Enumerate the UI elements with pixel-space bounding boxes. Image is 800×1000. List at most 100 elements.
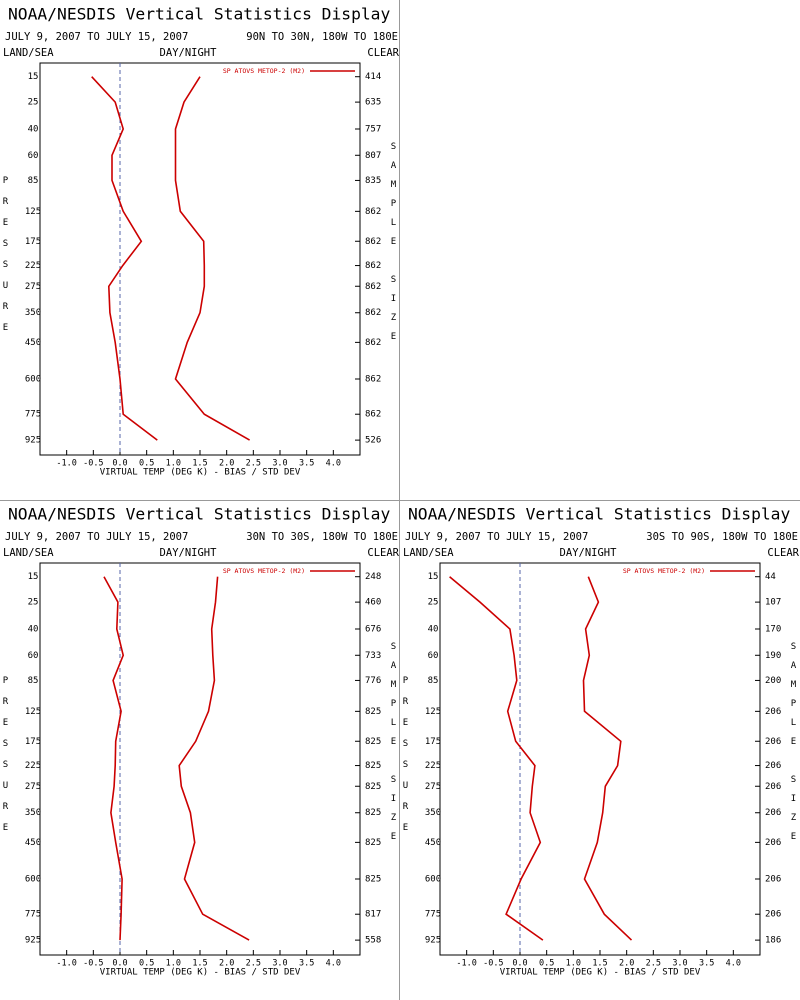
region: 30N TO 30S, 180W TO 180E xyxy=(246,531,398,543)
y-tick-label: 125 xyxy=(425,707,441,717)
sample-size: 825 xyxy=(365,707,381,717)
sample-size: 414 xyxy=(365,72,381,82)
profile-line xyxy=(582,576,633,941)
x-tick-label: 2.0 xyxy=(619,959,634,969)
land-sea: LAND/SEA xyxy=(3,547,54,559)
panel: NOAA/NESDIS Vertical Statistics Display J… xyxy=(1,5,400,478)
sample-size: 825 xyxy=(365,737,381,747)
x-tick-label: 3.5 xyxy=(699,959,714,969)
sample-size: 862 xyxy=(365,237,381,247)
sample-size: 825 xyxy=(365,838,381,848)
x-tick-label: 0.5 xyxy=(539,959,554,969)
land-sea: LAND/SEA xyxy=(403,547,454,559)
x-tick-label: 1.0 xyxy=(166,959,181,969)
x-tick-label: 2.0 xyxy=(219,459,234,469)
sample-size: 206 xyxy=(765,910,781,920)
x-tick-label: -0.5 xyxy=(83,959,103,969)
y2-axis-label: SAMPLE SIZE xyxy=(789,642,799,851)
x-tick-label: 4.0 xyxy=(326,959,341,969)
x-axis-label: VIRTUAL TEMP (DEG K) - BIAS / STD DEV xyxy=(100,968,301,978)
day-night: DAY/NIGHT xyxy=(560,547,618,559)
sample-size: 825 xyxy=(365,874,381,884)
y-tick-label: 85 xyxy=(428,676,439,686)
y-tick-label: 85 xyxy=(28,176,39,186)
y-axis-label: PRESSURE xyxy=(401,676,411,844)
x-tick-label: 1.0 xyxy=(166,459,181,469)
region: 30S TO 90S, 180W TO 180E xyxy=(646,531,798,543)
sample-size: 206 xyxy=(765,808,781,818)
sample-size: 825 xyxy=(365,808,381,818)
x-tick-label: 3.0 xyxy=(272,459,287,469)
y-tick-label: 225 xyxy=(25,261,41,271)
y-tick-label: 15 xyxy=(28,72,39,82)
sample-size: 206 xyxy=(765,782,781,792)
y-tick-label: 15 xyxy=(428,572,439,582)
sample-size: 190 xyxy=(765,651,781,661)
y-tick-label: 15 xyxy=(28,572,39,582)
y-tick-label: 175 xyxy=(425,737,441,747)
x-tick-label: 0.0 xyxy=(512,959,527,969)
region: 90N TO 30N, 180W TO 180E xyxy=(246,31,398,43)
chart-title: NOAA/NESDIS Vertical Statistics Display xyxy=(8,505,390,524)
y-tick-label: 925 xyxy=(425,936,441,946)
y-tick-label: 60 xyxy=(428,651,439,661)
sample-size: 776 xyxy=(365,676,381,686)
x-tick-label: 2.5 xyxy=(246,459,261,469)
profile-line xyxy=(174,76,250,441)
sample-size: 635 xyxy=(365,98,381,108)
y-tick-label: 25 xyxy=(28,598,39,608)
plot-frame xyxy=(39,562,361,956)
plot-frame xyxy=(439,562,761,956)
y-axis-label: PRESSURE xyxy=(1,676,11,844)
y-tick-label: 925 xyxy=(25,436,41,446)
y-tick-label: 85 xyxy=(28,676,39,686)
sample-size: 862 xyxy=(365,410,381,420)
sample-size: 186 xyxy=(765,936,781,946)
x-tick-label: 2.5 xyxy=(646,959,661,969)
sample-size: 862 xyxy=(365,338,381,348)
sample-size: 206 xyxy=(765,838,781,848)
x-tick-label: 0.5 xyxy=(139,959,154,969)
sample-size: 807 xyxy=(365,151,381,161)
y-tick-label: 350 xyxy=(25,808,41,818)
clear: CLEAR xyxy=(367,47,399,59)
clear: CLEAR xyxy=(367,547,399,559)
y-tick-label: 40 xyxy=(28,624,39,634)
x-tick-label: -0.5 xyxy=(483,959,503,969)
x-tick-label: 2.5 xyxy=(246,959,261,969)
sample-size: 206 xyxy=(765,737,781,747)
sample-size: 835 xyxy=(365,176,381,186)
sample-size: 460 xyxy=(365,598,381,608)
profile-line xyxy=(103,576,125,941)
x-tick-label: 1.5 xyxy=(192,959,207,969)
x-tick-label: -0.5 xyxy=(83,459,103,469)
chart-title: NOAA/NESDIS Vertical Statistics Display xyxy=(8,5,390,24)
x-tick-label: -1.0 xyxy=(56,959,76,969)
profile-line xyxy=(449,576,544,941)
y-tick-label: 275 xyxy=(25,782,41,792)
day-night: DAY/NIGHT xyxy=(160,547,218,559)
x-tick-label: 1.5 xyxy=(592,959,607,969)
sample-size: 862 xyxy=(365,207,381,217)
y-tick-label: 275 xyxy=(25,282,41,292)
sample-size: 862 xyxy=(365,308,381,318)
sample-size: 206 xyxy=(765,874,781,884)
y-tick-label: 600 xyxy=(25,874,41,884)
legend-label: SP ATOVS METOP-2 (M2) xyxy=(223,67,305,75)
x-tick-label: -1.0 xyxy=(56,459,76,469)
sample-size: 107 xyxy=(765,598,781,608)
sample-size: 200 xyxy=(765,676,781,686)
day-night: DAY/NIGHT xyxy=(160,47,218,59)
y-tick-label: 225 xyxy=(25,761,41,771)
panel: NOAA/NESDIS Vertical Statistics Display J… xyxy=(401,505,800,978)
y-tick-label: 450 xyxy=(425,838,441,848)
sample-size: 862 xyxy=(365,374,381,384)
x-tick-label: 3.0 xyxy=(672,959,687,969)
y-tick-label: 225 xyxy=(425,761,441,771)
date-range: JULY 9, 2007 TO JULY 15, 2007 xyxy=(405,531,588,543)
y-tick-label: 175 xyxy=(25,237,41,247)
y-tick-label: 450 xyxy=(25,338,41,348)
y-tick-label: 60 xyxy=(28,651,39,661)
date-range: JULY 9, 2007 TO JULY 15, 2007 xyxy=(5,31,188,43)
x-tick-label: 0.0 xyxy=(112,959,127,969)
